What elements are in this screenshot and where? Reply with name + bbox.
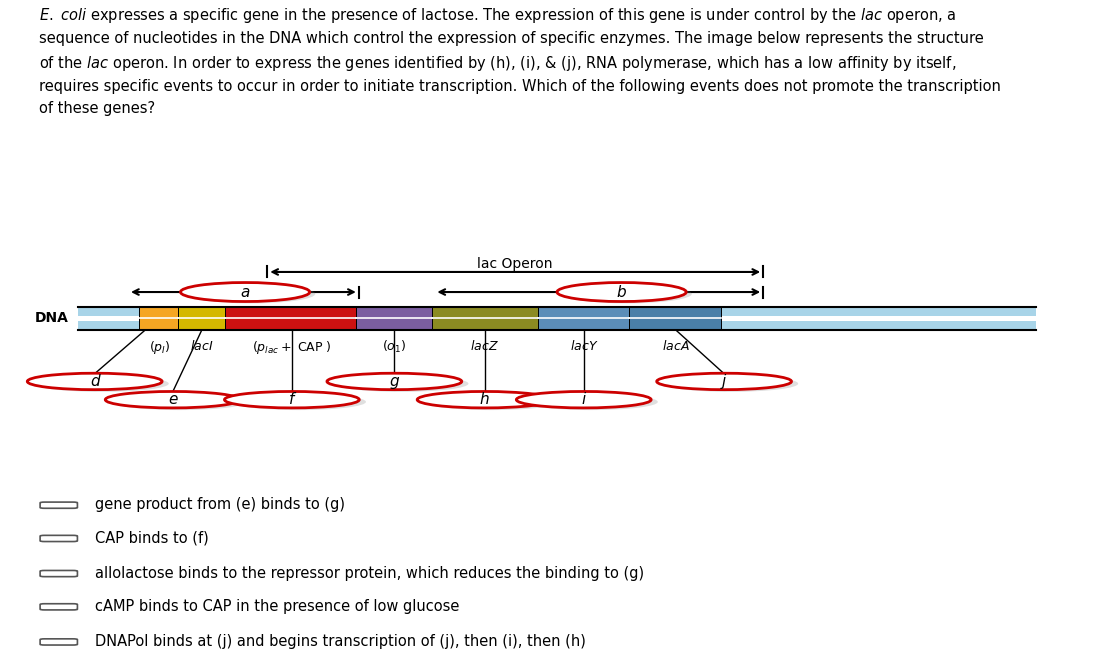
Text: i: i: [582, 392, 586, 407]
Text: cAMP binds to CAP in the presence of low glucose: cAMP binds to CAP in the presence of low…: [95, 599, 459, 614]
Ellipse shape: [557, 282, 686, 302]
Text: $(p_I)$: $(p_I)$: [148, 339, 170, 356]
Bar: [78, 315, 1036, 321]
Ellipse shape: [423, 393, 559, 410]
Bar: [629, 307, 721, 331]
Text: d: d: [90, 374, 99, 389]
Ellipse shape: [417, 391, 553, 408]
Text: e: e: [168, 392, 177, 407]
Ellipse shape: [186, 284, 315, 304]
Bar: [178, 307, 225, 331]
Ellipse shape: [657, 374, 792, 389]
Ellipse shape: [663, 376, 798, 392]
Ellipse shape: [563, 284, 692, 304]
Ellipse shape: [105, 391, 241, 408]
Ellipse shape: [524, 393, 658, 410]
Bar: [78, 307, 1036, 331]
FancyBboxPatch shape: [40, 570, 78, 577]
Text: g: g: [390, 374, 399, 389]
Ellipse shape: [180, 282, 310, 302]
Text: b: b: [617, 284, 626, 300]
Text: $lacA$: $lacA$: [663, 339, 690, 352]
Text: DNA: DNA: [36, 312, 69, 325]
Ellipse shape: [232, 393, 365, 410]
Ellipse shape: [28, 374, 163, 389]
Text: f: f: [290, 392, 294, 407]
Ellipse shape: [516, 391, 651, 408]
Ellipse shape: [35, 376, 169, 392]
Text: gene product from (e) binds to (g): gene product from (e) binds to (g): [95, 497, 344, 512]
Text: h: h: [480, 392, 489, 407]
Ellipse shape: [328, 374, 461, 389]
FancyBboxPatch shape: [40, 535, 78, 542]
Text: $(p_{lac}+$ CAP $)$: $(p_{lac}+$ CAP $)$: [252, 339, 332, 356]
Text: $lacZ$: $lacZ$: [470, 339, 499, 352]
FancyBboxPatch shape: [40, 639, 78, 645]
Text: a: a: [241, 284, 250, 300]
Bar: [139, 307, 178, 331]
Ellipse shape: [225, 391, 359, 408]
Text: lac Operon: lac Operon: [478, 257, 553, 271]
Bar: [356, 307, 432, 331]
Ellipse shape: [111, 393, 247, 410]
Text: DNAPol binds at (j) and begins transcription of (j), then (i), then (h): DNAPol binds at (j) and begins transcrip…: [95, 634, 586, 649]
Bar: [538, 307, 629, 331]
Text: $lacY$: $lacY$: [569, 339, 598, 352]
Text: j: j: [722, 374, 726, 389]
FancyBboxPatch shape: [40, 604, 78, 610]
FancyBboxPatch shape: [40, 502, 78, 508]
Text: $(o_1)$: $(o_1)$: [382, 339, 407, 354]
Text: $\it{E.\ coli}$ expresses a specific gene in the presence of lactose. The expres: $\it{E.\ coli}$ expresses a specific gen…: [39, 5, 1000, 116]
Bar: [432, 307, 538, 331]
Text: CAP binds to (f): CAP binds to (f): [95, 531, 208, 546]
Text: allolactose binds to the repressor protein, which reduces the binding to (g): allolactose binds to the repressor prote…: [95, 566, 644, 581]
Bar: [225, 307, 356, 331]
Ellipse shape: [334, 376, 468, 392]
Text: $lacI$: $lacI$: [190, 339, 213, 352]
